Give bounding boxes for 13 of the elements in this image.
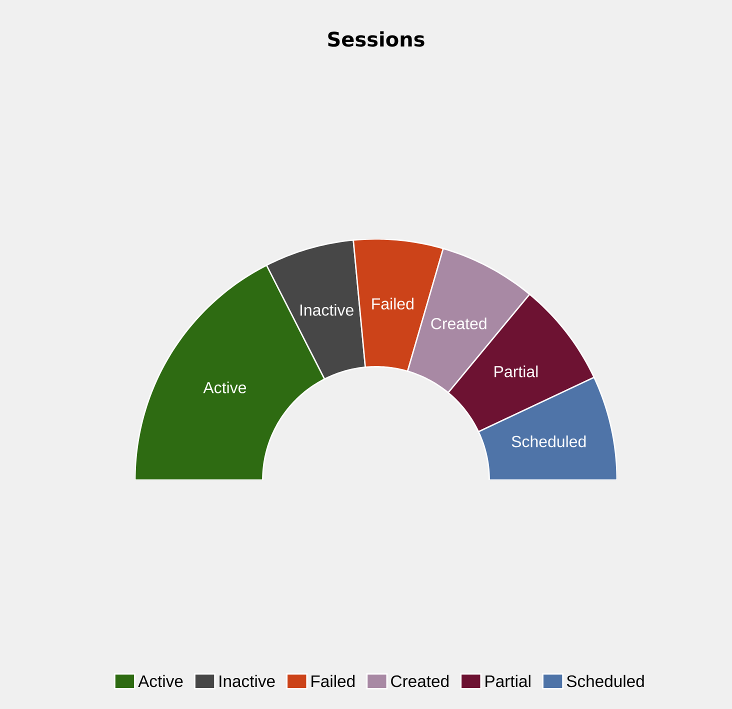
- slice-label: Scheduled: [512, 435, 586, 448]
- slice-label: Partial: [494, 366, 538, 378]
- legend-label: Scheduled: [566, 674, 644, 688]
- legend-label: Failed: [312, 674, 355, 688]
- chart-title: Sessions: [328, 31, 424, 47]
- legend-label: Inactive: [220, 674, 275, 688]
- legend-label: Partial: [486, 674, 530, 688]
- slice-label: Created: [431, 318, 486, 330]
- legend-label: Active: [138, 674, 183, 688]
- slice-label: Inactive: [300, 304, 354, 316]
- legend-label: Created: [391, 674, 448, 688]
- slice-label: Active: [203, 382, 246, 394]
- slice-label: Failed: [372, 298, 414, 310]
